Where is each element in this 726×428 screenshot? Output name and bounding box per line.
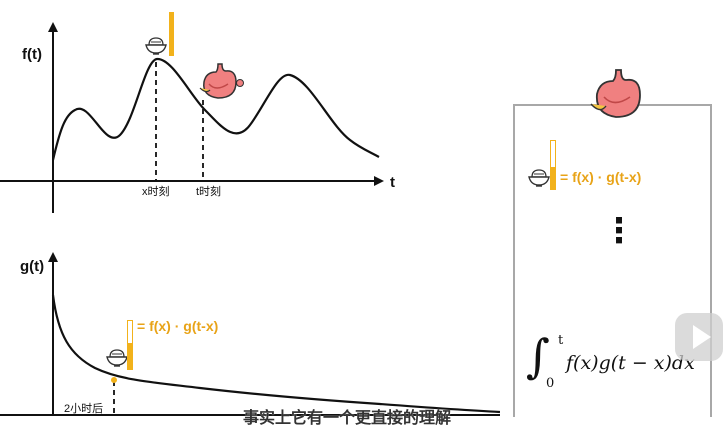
top-graph [0,22,384,213]
vertical-ellipsis: ⋮ [602,212,636,250]
bottom-formula: = f(x) · g(t-x) [137,318,219,334]
integral-lower: 0 [546,376,555,391]
top-x-label: t [390,174,395,191]
remaining-bar-panel [550,140,556,190]
bottom-y-label: g(t) [20,258,45,275]
panel-formula: = f(x) · g(t-x) [560,169,642,185]
x-marker-label: x时刻 [142,186,170,198]
integral-body: f(x)g(t − x)dx [566,352,695,374]
rice-bowl-icon-panel [528,169,550,187]
rice-bowl-icon-bottom [106,349,128,367]
rice-bowl-icon [145,37,167,55]
f-curve [51,57,380,161]
cursor-icon [236,79,244,87]
video-subtitle: 事实上它有一个更直接的理解 [243,410,452,427]
t-marker-label: t时刻 [196,186,222,198]
top-y-arrow [48,22,58,32]
stomach-icon [199,63,237,99]
bottom-graph [0,252,500,416]
remaining-bar-bottom [127,320,133,370]
integral-upper: t [558,333,564,348]
top-x-arrow [374,176,384,186]
two-hours-label: 2小时后 [64,403,104,415]
stomach-large-icon [590,69,641,118]
intake-bar-top [169,12,174,56]
g-marker-dot [111,377,117,383]
play-button-icon[interactable] [672,310,726,364]
bottom-y-arrow [48,252,58,262]
integral-sign: ∫ [526,329,550,383]
top-y-label: f(t) [22,46,42,63]
g-curve [51,294,500,414]
stomach-panel [513,104,712,417]
